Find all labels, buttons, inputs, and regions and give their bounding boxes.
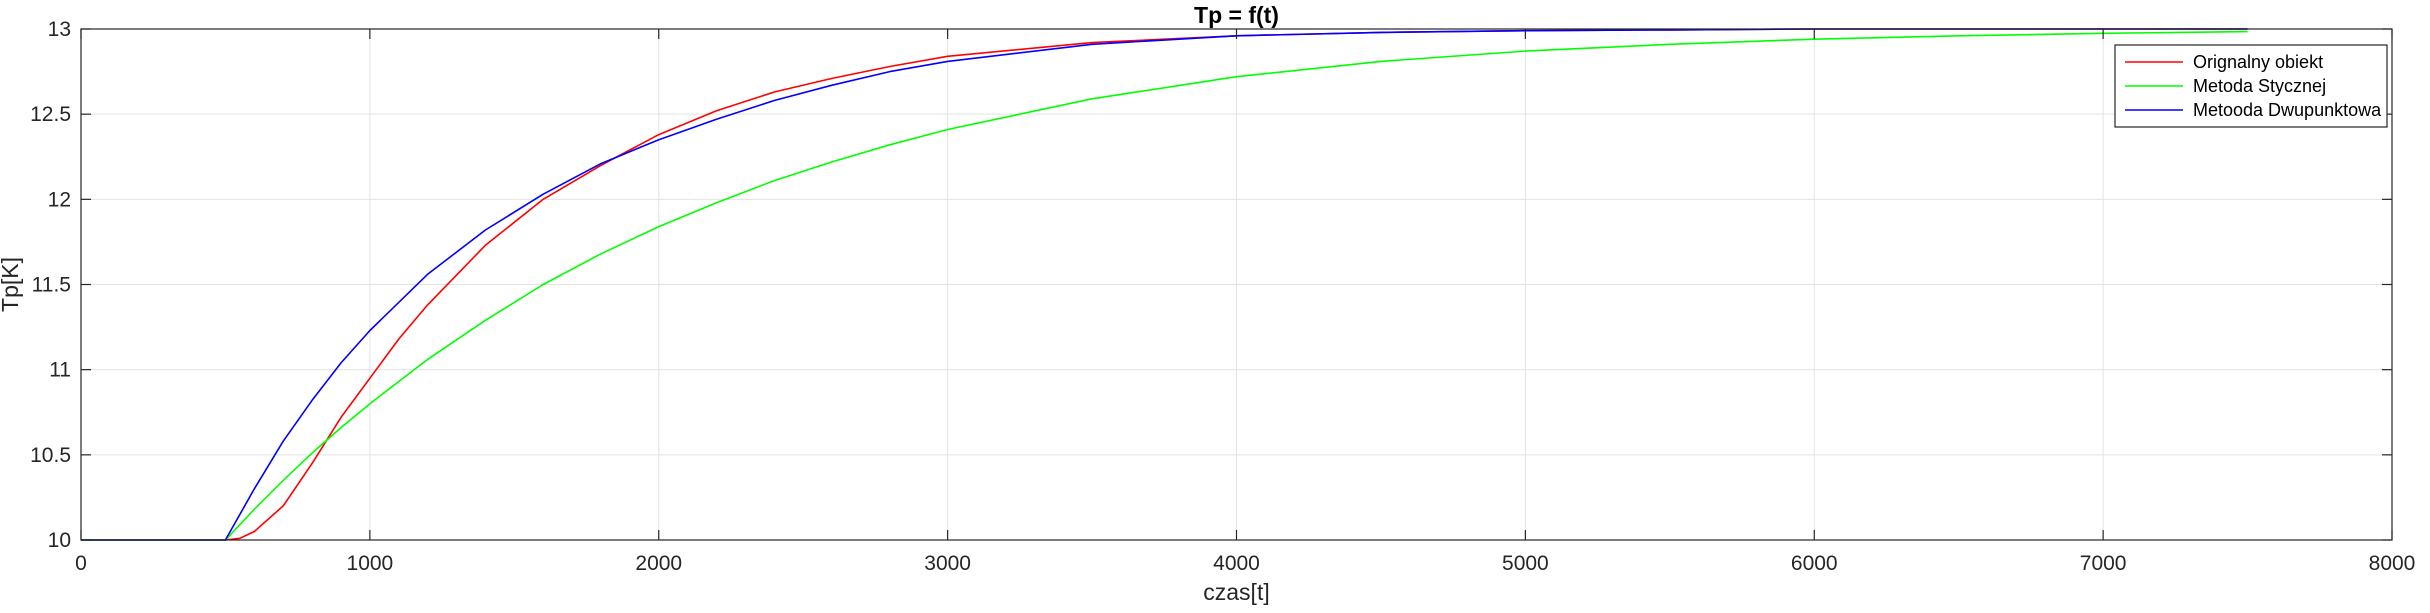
y-tick-label: 11.5 [32, 274, 71, 297]
chart-title: Tp = f(t) [1194, 2, 1279, 28]
legend: Orignalny obiekt Metoda Stycznej Metooda D… [2114, 44, 2388, 128]
axis-ticks [80, 28, 2393, 541]
x-tick-label: 5000 [1502, 552, 1549, 575]
legend-entry-label: Metooda Dwupunktowa [2193, 100, 2382, 120]
series-lines [81, 28, 2248, 541]
legend-entry-label: Metoda Stycznej [2193, 76, 2326, 96]
y-tick-label: 12 [48, 188, 71, 211]
x-axis-label: czas[t] [1203, 579, 1269, 605]
tick-labels: 0 1000 2000 3000 4000 5000 6000 7000 8000 10 10.5 1… [30, 18, 2415, 575]
x-tick-label: 7000 [2080, 552, 2127, 575]
x-tick-label: 4000 [1213, 552, 1260, 575]
y-tick-label: 11 [49, 359, 71, 382]
x-tick-label: 6000 [1791, 552, 1838, 575]
y-tick-label: 10.5 [30, 444, 71, 467]
legend-entry-label: Orignalny obiekt [2193, 52, 2323, 72]
x-tick-label: 3000 [924, 552, 971, 575]
y-tick-label: 12.5 [30, 103, 71, 126]
x-tick-label: 1000 [347, 552, 394, 575]
x-tick-label: 2000 [635, 552, 682, 575]
y-tick-label: 13 [48, 18, 71, 41]
series-line-3 [81, 28, 2248, 541]
y-tick-label: 10 [48, 529, 71, 552]
series-line-2 [81, 30, 2248, 541]
x-tick-label: 0 [75, 552, 87, 575]
y-axis-label: Tp[K] [0, 257, 23, 312]
x-tick-label: 8000 [2369, 552, 2416, 575]
